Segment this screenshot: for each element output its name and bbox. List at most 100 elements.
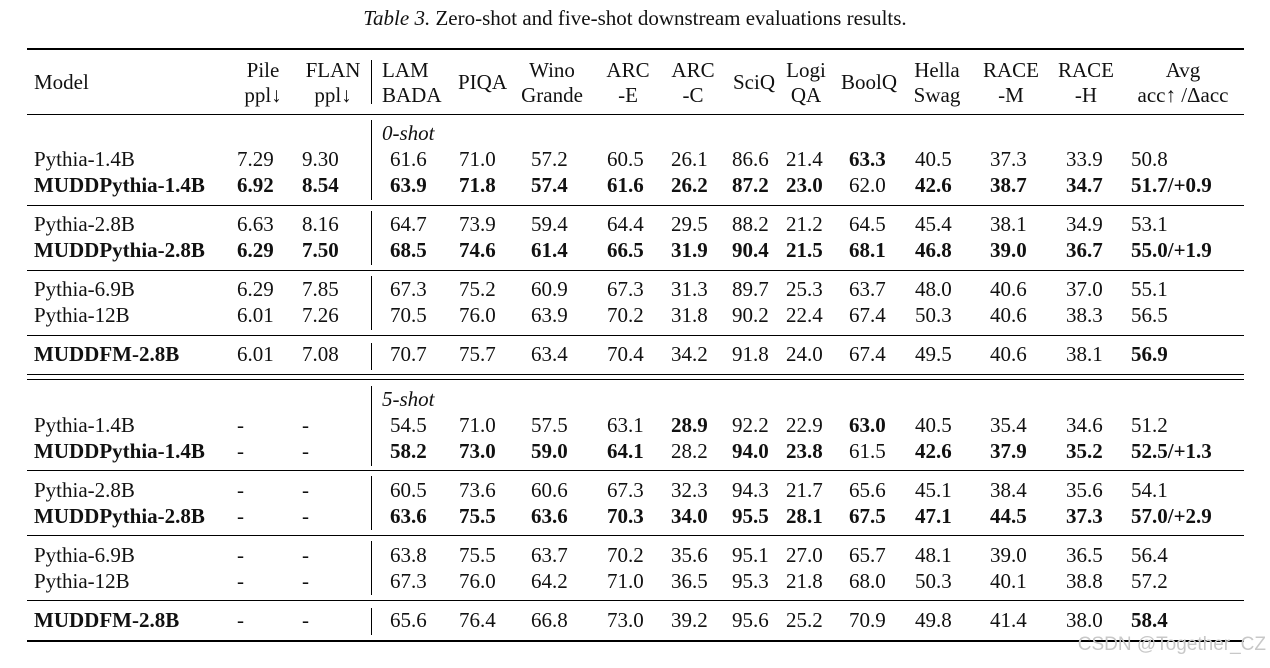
table-cell: 7.85: [302, 277, 339, 301]
table-cell: 75.2: [459, 277, 496, 301]
group-rule: [27, 205, 1244, 206]
table-cell: 39.0: [990, 238, 1027, 262]
table-cell: 76.0: [459, 303, 496, 327]
header-cell: Model: [34, 70, 89, 94]
table-cell: 76.4: [459, 608, 496, 632]
table-cell: 45.4: [915, 212, 952, 236]
table-cell: 42.6: [915, 439, 952, 463]
table-cell: -: [237, 439, 244, 463]
header-cell: SciQ: [733, 70, 775, 94]
table-cell: 63.0: [849, 413, 886, 437]
table-cell: 58.2: [390, 439, 427, 463]
header-cell: BoolQ: [840, 70, 898, 94]
table-cell: 71.0: [607, 569, 644, 593]
table-cell: 6.29: [237, 238, 274, 262]
table-cell: 73.6: [459, 478, 496, 502]
section-label: 0-shot: [382, 121, 435, 145]
section-label: 5-shot: [382, 387, 435, 411]
table-cell: 55.0/+1.9: [1131, 238, 1212, 262]
table-cell: 33.9: [1066, 147, 1103, 171]
table-cell: 61.6: [390, 147, 427, 171]
table-cell: 64.2: [531, 569, 568, 593]
table-cell: -: [302, 569, 309, 593]
header-cell: -H: [1074, 83, 1098, 107]
table-cell: 61.4: [531, 238, 568, 262]
table-cell: 75.5: [459, 543, 496, 567]
table-cell: 25.2: [786, 608, 823, 632]
table-cell: 36.5: [671, 569, 708, 593]
table-cell: 8.16: [302, 212, 339, 236]
table-cell: 75.5: [459, 504, 496, 528]
table-cell: 6.63: [237, 212, 274, 236]
table-cell: 71.0: [459, 147, 496, 171]
model-name: MUDDPythia-1.4B: [34, 173, 205, 197]
table-cell: 42.6: [915, 173, 952, 197]
header-cell: FLAN: [305, 58, 361, 82]
table-cell: -: [302, 504, 309, 528]
table-cell: 67.5: [849, 504, 886, 528]
model-name: MUDDPythia-2.8B: [34, 238, 205, 262]
table-cell: 29.5: [671, 212, 708, 236]
table-cell: 95.1: [732, 543, 769, 567]
table-cell: 70.5: [390, 303, 427, 327]
table-cell: 6.01: [237, 342, 274, 366]
column-separator: [371, 541, 372, 595]
table-cell: 44.5: [990, 504, 1027, 528]
header-cell: Swag: [913, 83, 961, 107]
table-cell: 22.9: [786, 413, 823, 437]
group-rule: [27, 335, 1244, 336]
model-name: Pythia-1.4B: [34, 413, 135, 437]
table-cell: -: [302, 439, 309, 463]
table-cell: 21.8: [786, 569, 823, 593]
table-cell: 73.0: [459, 439, 496, 463]
table-cell: 67.3: [390, 277, 427, 301]
header-cell: -E: [618, 83, 638, 107]
top-rule: [27, 48, 1244, 50]
table-cell: 68.1: [849, 238, 886, 262]
model-name: Pythia-6.9B: [34, 543, 135, 567]
table-cell: 37.3: [1066, 504, 1103, 528]
table-cell: 51.7/+0.9: [1131, 173, 1212, 197]
section-rule: [27, 379, 1244, 380]
table-cell: 56.5: [1131, 303, 1168, 327]
table-cell: 60.5: [390, 478, 427, 502]
table-cell: 54.5: [390, 413, 427, 437]
table-cell: 95.5: [732, 504, 769, 528]
header-cell: PIQA: [458, 70, 508, 94]
header-cell: LAM: [382, 58, 429, 82]
table-cell: 67.4: [849, 303, 886, 327]
header-cell: ppl↓: [314, 83, 352, 107]
table-cell: 63.4: [531, 342, 568, 366]
table-cell: -: [302, 478, 309, 502]
table-cell: 24.0: [786, 342, 823, 366]
model-name: MUDDFM-2.8B: [34, 342, 180, 366]
table-cell: 22.4: [786, 303, 823, 327]
model-name: Pythia-12B: [34, 569, 130, 593]
table-caption: Table 3. Zero-shot and five-shot downstr…: [0, 6, 1270, 31]
table-cell: 70.4: [607, 342, 644, 366]
table-cell: 65.6: [849, 478, 886, 502]
table-cell: 87.2: [732, 173, 769, 197]
table-cell: 40.5: [915, 147, 952, 171]
header-rule: [27, 114, 1244, 115]
table-cell: 27.0: [786, 543, 823, 567]
table-cell: 39.0: [990, 543, 1027, 567]
table-cell: 38.1: [1066, 342, 1103, 366]
section-rule: [27, 374, 1244, 375]
table-cell: 40.6: [990, 303, 1027, 327]
header-cell: -C: [682, 83, 704, 107]
table-cell: 40.1: [990, 569, 1027, 593]
table-cell: -: [302, 543, 309, 567]
caption-text: Zero-shot and five-shot downstream evalu…: [430, 6, 907, 30]
watermark: CSDN @Together_CZ: [1077, 634, 1266, 655]
header-cell: ARC: [606, 58, 650, 82]
header-cell: Avg: [1165, 58, 1201, 82]
table-cell: 35.2: [1066, 439, 1103, 463]
table-cell: 86.6: [732, 147, 769, 171]
table-cell: 9.30: [302, 147, 339, 171]
table-cell: 59.4: [531, 212, 568, 236]
table-cell: -: [237, 608, 244, 632]
table-cell: 28.2: [671, 439, 708, 463]
table-cell: 38.7: [990, 173, 1027, 197]
column-separator: [371, 211, 372, 265]
